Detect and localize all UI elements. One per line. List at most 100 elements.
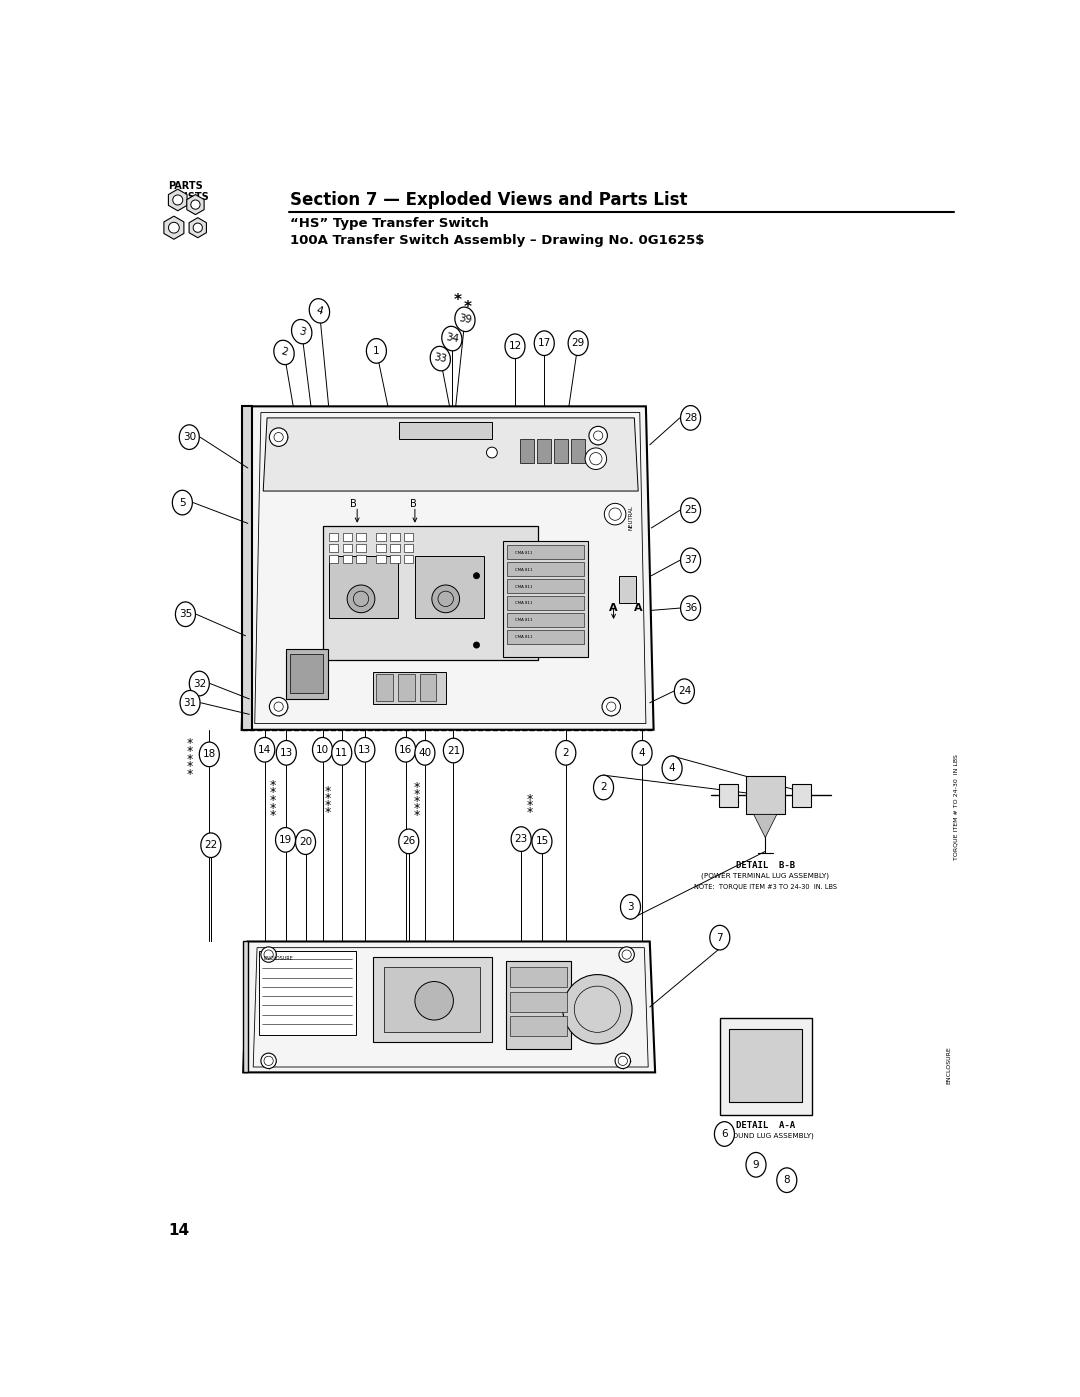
Text: 4: 4 xyxy=(638,747,646,757)
Text: 2: 2 xyxy=(563,747,569,757)
Bar xyxy=(538,439,551,464)
Bar xyxy=(508,613,584,627)
Text: A: A xyxy=(609,604,618,613)
Bar xyxy=(508,595,584,609)
Circle shape xyxy=(589,426,607,444)
Bar xyxy=(746,775,784,814)
Ellipse shape xyxy=(710,925,730,950)
Text: *: * xyxy=(325,799,330,812)
Text: *: * xyxy=(414,788,419,800)
Ellipse shape xyxy=(505,334,525,359)
Text: *: * xyxy=(325,785,330,798)
Text: (POWER TERMINAL LUG ASSEMBLY): (POWER TERMINAL LUG ASSEMBLY) xyxy=(701,873,829,880)
Ellipse shape xyxy=(715,1122,734,1147)
Bar xyxy=(415,556,484,617)
Bar xyxy=(390,534,400,541)
Ellipse shape xyxy=(568,331,589,355)
Ellipse shape xyxy=(395,738,416,763)
Text: 25: 25 xyxy=(684,506,698,515)
Ellipse shape xyxy=(621,894,640,919)
Bar xyxy=(619,576,636,602)
Text: 23: 23 xyxy=(514,834,528,844)
Circle shape xyxy=(191,200,200,210)
Text: 20: 20 xyxy=(299,837,312,847)
Ellipse shape xyxy=(444,738,463,763)
Circle shape xyxy=(193,224,202,232)
Bar xyxy=(377,534,386,541)
Polygon shape xyxy=(187,194,204,215)
Ellipse shape xyxy=(511,827,531,851)
Text: NEUTRAL: NEUTRAL xyxy=(629,506,634,531)
Polygon shape xyxy=(243,942,247,1073)
Bar xyxy=(508,545,584,559)
Circle shape xyxy=(602,697,621,715)
Circle shape xyxy=(473,643,480,648)
Text: 34: 34 xyxy=(445,332,459,345)
Text: 2: 2 xyxy=(600,782,607,792)
Polygon shape xyxy=(242,407,252,729)
Text: *: * xyxy=(187,768,193,781)
Ellipse shape xyxy=(201,833,220,858)
Bar xyxy=(323,525,538,661)
Bar xyxy=(404,534,414,541)
Circle shape xyxy=(605,503,626,525)
Text: 1: 1 xyxy=(373,346,380,356)
Text: 29: 29 xyxy=(571,338,584,348)
Ellipse shape xyxy=(746,1153,766,1178)
Bar xyxy=(404,555,414,563)
Text: *: * xyxy=(187,760,193,773)
Text: 35: 35 xyxy=(179,609,192,619)
Bar xyxy=(719,784,739,806)
Ellipse shape xyxy=(430,346,450,370)
Bar xyxy=(571,439,585,464)
Ellipse shape xyxy=(535,331,554,355)
Polygon shape xyxy=(264,418,638,490)
Bar xyxy=(508,562,584,576)
Bar xyxy=(377,545,386,552)
Ellipse shape xyxy=(532,828,552,854)
Polygon shape xyxy=(164,217,184,239)
Bar xyxy=(384,967,481,1032)
Bar xyxy=(521,439,535,464)
Circle shape xyxy=(261,947,276,963)
Polygon shape xyxy=(243,942,656,1073)
Text: *: * xyxy=(269,802,275,814)
Bar xyxy=(719,1018,812,1115)
Bar xyxy=(328,534,338,541)
Text: 10: 10 xyxy=(316,745,329,754)
Text: ENCLOSURE: ENCLOSURE xyxy=(264,956,293,961)
Text: 11: 11 xyxy=(335,747,349,757)
Ellipse shape xyxy=(594,775,613,800)
Circle shape xyxy=(585,448,607,469)
Ellipse shape xyxy=(180,690,200,715)
Text: *: * xyxy=(454,292,462,307)
Text: LISTS: LISTS xyxy=(178,191,210,203)
Text: 18: 18 xyxy=(203,749,216,760)
Text: *: * xyxy=(527,806,532,820)
Text: *: * xyxy=(269,787,275,799)
Circle shape xyxy=(473,573,480,578)
Text: CMA 811: CMA 811 xyxy=(515,619,532,623)
Text: *: * xyxy=(463,299,471,314)
Text: ENCLOSURE: ENCLOSURE xyxy=(946,1046,951,1084)
Ellipse shape xyxy=(312,738,333,763)
Circle shape xyxy=(269,427,288,447)
Text: 12: 12 xyxy=(509,341,522,351)
Ellipse shape xyxy=(680,497,701,522)
Polygon shape xyxy=(168,189,187,211)
Circle shape xyxy=(563,975,632,1044)
Bar xyxy=(373,672,446,704)
Text: *: * xyxy=(269,809,275,823)
Text: 100A Transfer Switch Assembly – Drawing No. 0G1625$: 100A Transfer Switch Assembly – Drawing … xyxy=(291,233,704,246)
Bar xyxy=(397,675,415,701)
Bar xyxy=(377,555,386,563)
Text: *: * xyxy=(269,793,275,807)
Ellipse shape xyxy=(296,830,315,855)
Text: CMA 811: CMA 811 xyxy=(515,550,532,555)
Text: 3: 3 xyxy=(297,326,307,337)
Text: 28: 28 xyxy=(684,414,698,423)
Bar xyxy=(356,534,366,541)
Text: 15: 15 xyxy=(536,837,549,847)
Text: 13: 13 xyxy=(280,747,293,757)
Text: 22: 22 xyxy=(204,840,217,851)
